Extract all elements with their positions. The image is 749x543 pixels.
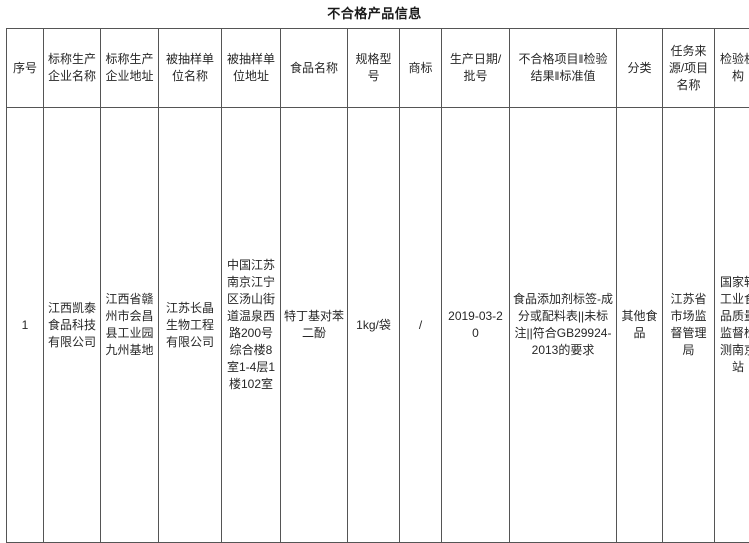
cell-prod-date: 2019-03-20 [442, 108, 510, 543]
column-header-food-name: 食品名称 [281, 29, 348, 108]
column-header-unit-name: 被抽样单位名称 [159, 29, 222, 108]
column-header-unit-addr: 被抽样单位地址 [222, 29, 281, 108]
cell-maker-addr: 江西省赣州市会昌县工业园九州基地 [101, 108, 159, 543]
column-header-institute: 检验机构 [715, 29, 749, 108]
cell-maker-name: 江西凯泰食品科技有限公司 [44, 108, 101, 543]
cell-spec: 1kg/袋 [348, 108, 400, 543]
table-body: 1 江西凯泰食品科技有限公司 江西省赣州市会昌县工业园九州基地 江苏长晶生物工程… [7, 108, 749, 543]
cell-category: 其他食品 [617, 108, 663, 543]
cell-food-name: 特丁基对苯二酚 [281, 108, 348, 543]
page-title: 不合格产品信息 [0, 0, 749, 28]
cell-unit-name: 江苏长晶生物工程有限公司 [159, 108, 222, 543]
table-row: 1 江西凯泰食品科技有限公司 江西省赣州市会昌县工业园九州基地 江苏长晶生物工程… [7, 108, 749, 543]
column-header-fail-item: 不合格项目‖检验结果‖标准值 [510, 29, 617, 108]
column-header-prod-date: 生产日期/批号 [442, 29, 510, 108]
column-header-seq: 序号 [7, 29, 44, 108]
cell-fail-item: 食品添加剂标签-成分或配料表||未标注||符合GB29924-2013的要求 [510, 108, 617, 543]
column-header-brand: 商标 [400, 29, 442, 108]
cell-brand: / [400, 108, 442, 543]
column-header-category: 分类 [617, 29, 663, 108]
table-header: 序号 标称生产企业名称 标称生产企业地址 被抽样单位名称 被抽样单位地址 食品名… [7, 29, 749, 108]
cell-task: 江苏省市场监督管理局 [663, 108, 715, 543]
nonconforming-products-table: 序号 标称生产企业名称 标称生产企业地址 被抽样单位名称 被抽样单位地址 食品名… [6, 28, 749, 543]
column-header-maker-name: 标称生产企业名称 [44, 29, 101, 108]
cell-seq: 1 [7, 108, 44, 543]
cell-institute: 国家轻工业食品质量监督检测南京站 [715, 108, 749, 543]
cell-unit-addr: 中国江苏南京江宁区汤山街道温泉西路200号综合楼8室1-4层1楼102室 [222, 108, 281, 543]
table-header-row: 序号 标称生产企业名称 标称生产企业地址 被抽样单位名称 被抽样单位地址 食品名… [7, 29, 749, 108]
column-header-maker-addr: 标称生产企业地址 [101, 29, 159, 108]
column-header-spec: 规格型号 [348, 29, 400, 108]
column-header-task: 任务来源/项目名称 [663, 29, 715, 108]
